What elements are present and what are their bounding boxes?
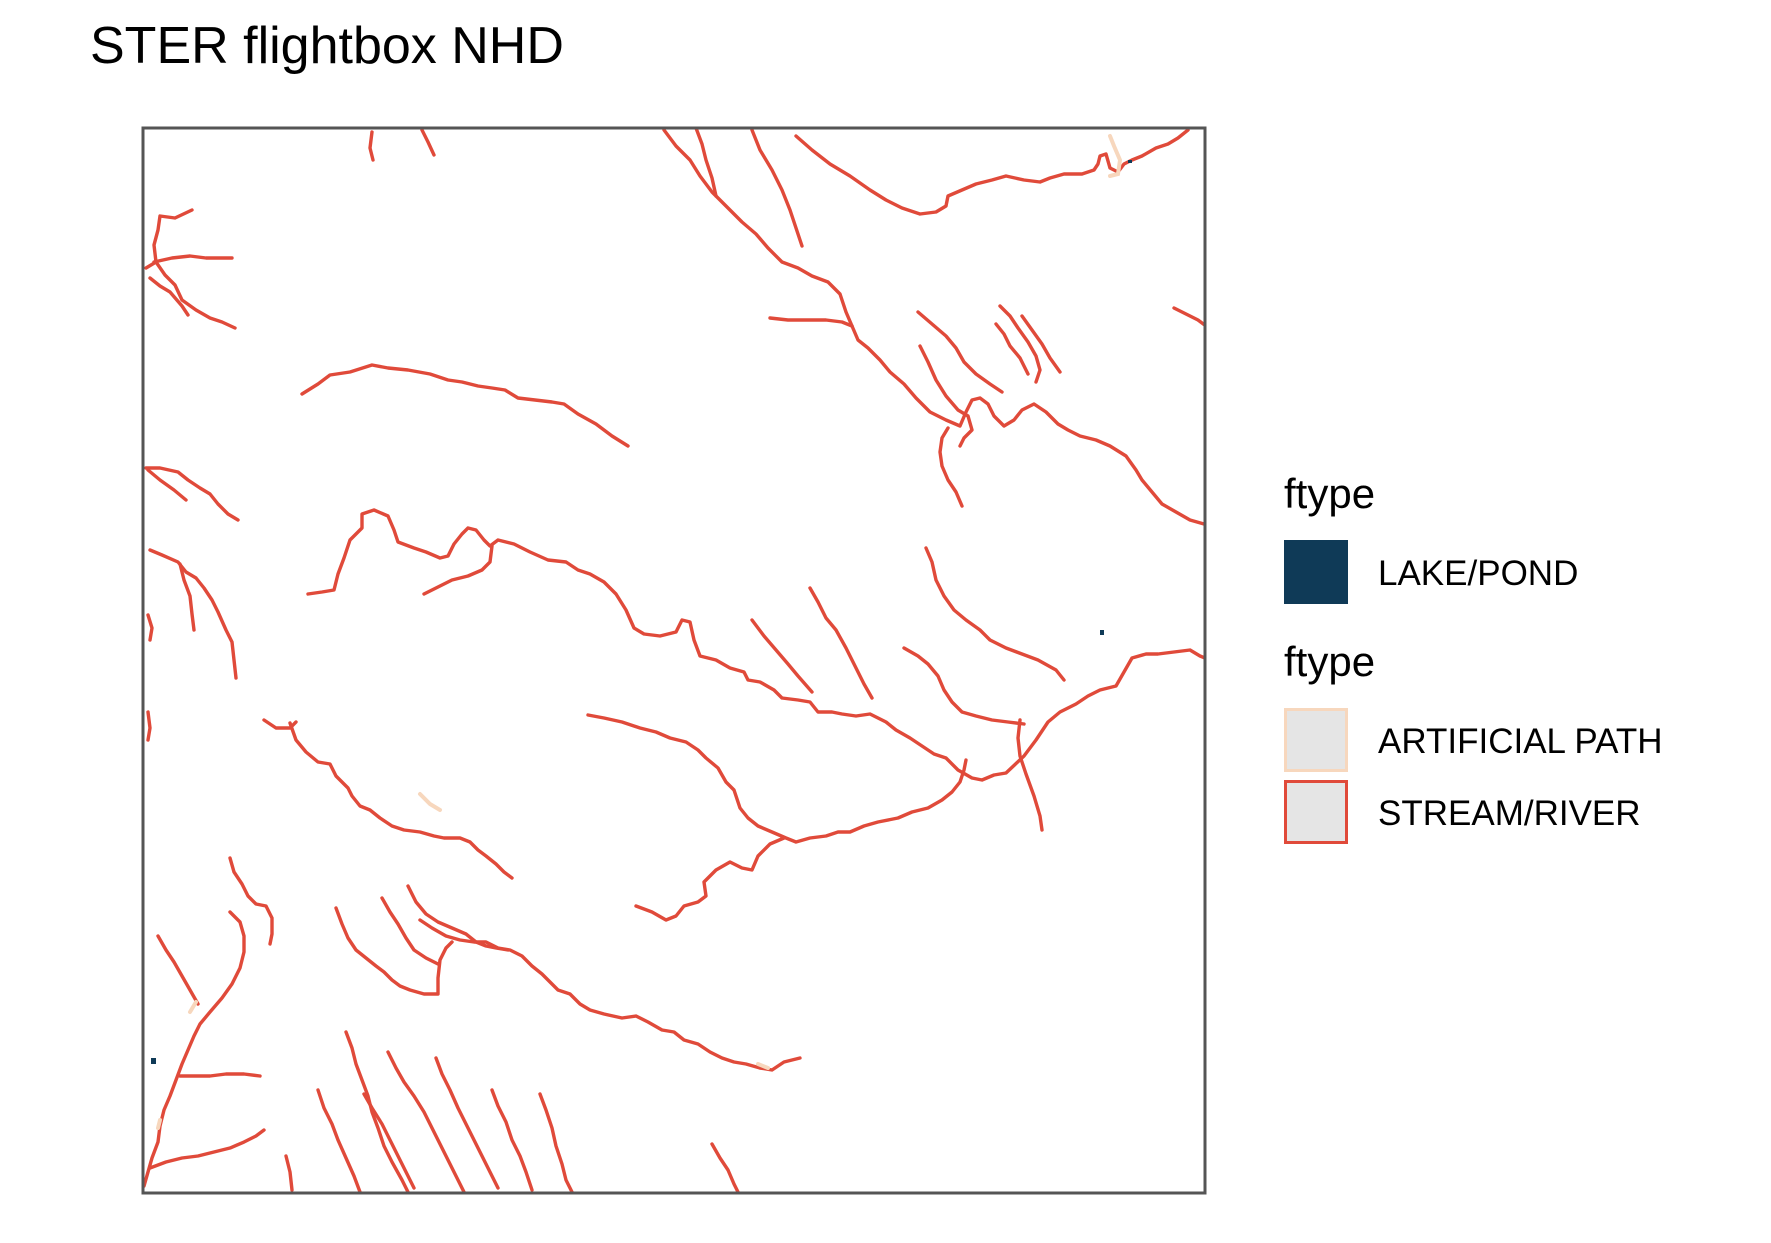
map-background xyxy=(143,128,1205,1193)
legend-key-stream-river xyxy=(1284,780,1348,844)
stream-line xyxy=(156,934,200,1006)
stream-line xyxy=(148,548,238,680)
stream-line xyxy=(924,546,1066,682)
stream-line xyxy=(694,128,718,198)
artificial-path-line xyxy=(188,1000,198,1014)
stream-line xyxy=(434,1056,500,1190)
stream-line xyxy=(1172,306,1205,328)
stream-line xyxy=(386,1050,466,1193)
lake-polygon xyxy=(1100,630,1104,635)
stream-line xyxy=(306,508,1205,782)
stream-line xyxy=(902,646,1026,726)
stream-line xyxy=(998,304,1042,384)
stream-line xyxy=(143,910,246,1188)
stream-line xyxy=(362,1092,416,1190)
legend-title-flowline: ftype xyxy=(1284,638,1376,685)
stream-line xyxy=(178,562,196,632)
legend-label-artificial-path: ARTIFICIAL PATH xyxy=(1378,722,1663,761)
stream-line xyxy=(586,713,968,844)
stream-line xyxy=(146,710,152,742)
stream-line xyxy=(380,896,440,966)
map-title: STER flightbox NHD xyxy=(90,17,564,75)
stream-line xyxy=(368,130,375,162)
stream-line xyxy=(1016,718,1044,832)
stream-line xyxy=(148,1128,266,1170)
stream-line xyxy=(300,363,630,448)
stream-line xyxy=(316,1088,362,1193)
stream-line xyxy=(768,316,854,328)
artificial-path-line xyxy=(418,792,442,812)
stream-line xyxy=(146,468,188,502)
artificial-path-line xyxy=(756,1062,770,1070)
lake-polygon xyxy=(1128,160,1132,163)
stream-line xyxy=(148,276,190,317)
legend-label-stream-river: STREAM/RIVER xyxy=(1378,794,1641,833)
stream-line xyxy=(228,856,274,946)
legend-title-lake: ftype xyxy=(1284,470,1376,517)
stream-line xyxy=(288,721,514,880)
stream-line xyxy=(634,836,786,922)
stream-line xyxy=(918,344,974,448)
stream-line xyxy=(538,1092,574,1193)
stream-line xyxy=(938,426,964,508)
legend-label-lake-pond: LAKE/POND xyxy=(1378,554,1579,593)
stream-line xyxy=(146,613,154,642)
stream-line xyxy=(334,906,454,996)
lake-polygon xyxy=(151,1058,156,1064)
stream-line xyxy=(420,128,436,157)
stream-line xyxy=(284,1154,294,1192)
artificial-path-line xyxy=(156,1118,162,1130)
stream-line xyxy=(710,1142,740,1193)
artificial-path-line xyxy=(1108,134,1123,178)
stream-line xyxy=(916,310,1004,394)
stream-line xyxy=(154,260,237,330)
stream-line xyxy=(344,1030,410,1193)
stream-line xyxy=(418,918,762,1070)
legend-key-lake-pond xyxy=(1284,540,1348,604)
stream-line xyxy=(994,322,1030,376)
map-panel-border xyxy=(141,126,1207,1195)
stream-line xyxy=(144,466,240,522)
stream-line xyxy=(750,128,804,248)
stream-line xyxy=(750,618,814,694)
stream-line xyxy=(490,1088,534,1192)
stream-line xyxy=(662,128,1205,526)
stream-line xyxy=(808,586,874,700)
stream-line xyxy=(422,544,494,596)
stream-line xyxy=(262,718,298,730)
legend-key-artificial-path xyxy=(1284,708,1348,772)
stream-line xyxy=(152,254,234,264)
stream-line xyxy=(178,1072,262,1078)
stream-line xyxy=(1020,314,1062,374)
stream-line xyxy=(406,884,510,952)
